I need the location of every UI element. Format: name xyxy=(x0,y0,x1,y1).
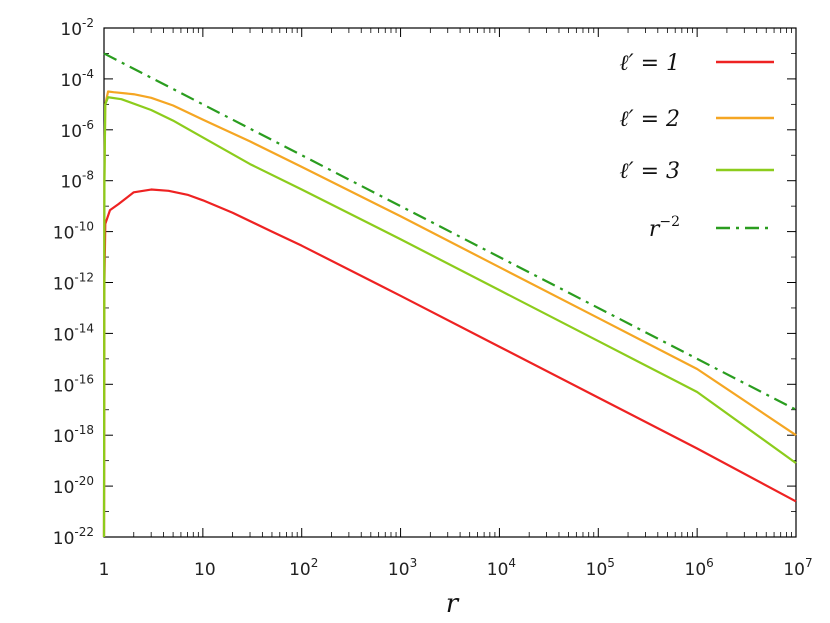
series-line-1 xyxy=(102,188,797,538)
y-tick-label: 10-16 xyxy=(53,372,94,396)
plot-frame xyxy=(103,27,797,538)
x-tick-label: 106 xyxy=(685,556,714,580)
y-tick-label: 10-6 xyxy=(60,118,94,142)
legend-label-1: ℓ′ = 1 xyxy=(619,51,680,76)
y-tick-label: 10-22 xyxy=(53,525,94,549)
plot-area-border xyxy=(103,27,797,538)
y-tick-label: 10-4 xyxy=(60,67,94,91)
x-tick-labels: 1 10 102 103 104 105 106 107 xyxy=(99,556,813,580)
y-tick-label: 10-20 xyxy=(53,474,94,498)
y-tick-label: 10-14 xyxy=(53,321,94,345)
x-tick-label: 104 xyxy=(487,556,516,580)
y-tick-label: 10-10 xyxy=(53,220,94,244)
y-tick-labels: 10-22 10-20 10-18 10-16 10-14 10-12 10-10 10-8 1… xyxy=(53,16,94,549)
x-tick-label: 105 xyxy=(586,556,615,580)
series-line-3 xyxy=(102,96,797,538)
series-line-2 xyxy=(102,90,797,538)
x-axis-title: r xyxy=(446,589,460,619)
series-line-4 xyxy=(103,52,797,411)
x-tick-label: 102 xyxy=(289,556,318,580)
legend: ℓ′ = 1 ℓ′ = 2 ℓ′ = 3 r−2 xyxy=(619,51,774,242)
legend-label-2: ℓ′ = 2 xyxy=(619,107,680,132)
x-tick-label: 1 xyxy=(99,560,110,580)
legend-label-4: r−2 xyxy=(649,214,680,242)
y-tick-label: 10-18 xyxy=(53,423,94,447)
x-tick-label: 10 xyxy=(194,560,216,580)
y-tick-label: 10-12 xyxy=(53,271,94,295)
series-lines xyxy=(102,52,797,538)
y-tick-label: 10-8 xyxy=(60,169,94,193)
x-tick-label: 103 xyxy=(388,556,417,580)
legend-label-3: ℓ′ = 3 xyxy=(619,159,680,184)
y-tick-label: 10-2 xyxy=(60,16,94,40)
x-tick-label: 107 xyxy=(783,556,812,580)
tick-marks xyxy=(103,27,797,538)
